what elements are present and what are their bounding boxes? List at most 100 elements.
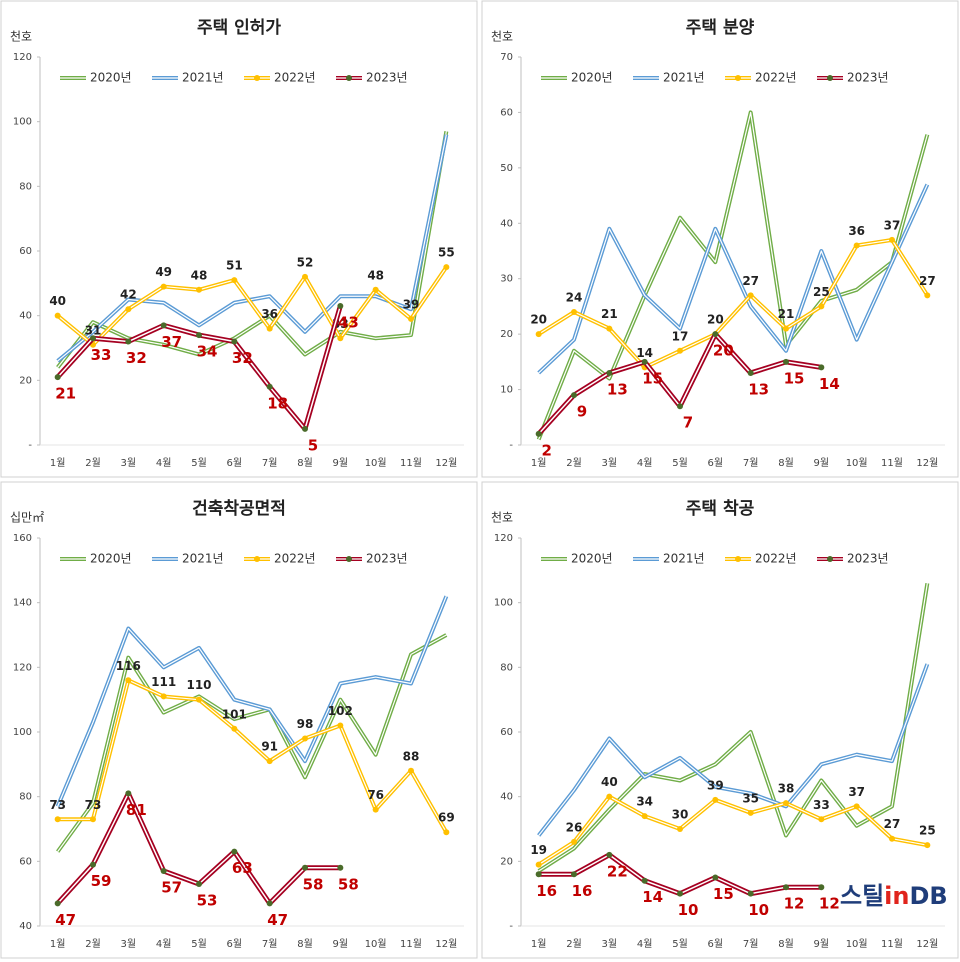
legend-label: 2023년: [847, 552, 889, 566]
data-point: [125, 306, 132, 313]
data-point: [606, 851, 613, 858]
x-tick-label: 7월: [262, 457, 278, 469]
data-point: [818, 364, 825, 371]
data-point: [160, 322, 167, 329]
y-tick-label: 20: [19, 375, 32, 386]
data-point: [125, 338, 132, 345]
legend-label: 2022년: [274, 552, 316, 566]
data-label: 24: [566, 290, 583, 304]
unit-label: 십만㎡: [10, 511, 44, 525]
data-point: [302, 735, 308, 742]
y-tick-label: 100: [13, 117, 32, 128]
data-label: 58: [303, 875, 324, 893]
data-point: [712, 874, 719, 881]
y-tick-label: 140: [13, 598, 32, 609]
y-tick-label: 60: [500, 727, 513, 738]
data-label: 13: [748, 380, 769, 398]
data-point: [160, 868, 167, 875]
data-label: 31: [85, 323, 102, 337]
legend-label: 2020년: [571, 71, 613, 85]
data-label: 49: [155, 265, 172, 279]
data-point: [302, 273, 308, 280]
legend-label: 2021년: [182, 552, 224, 566]
x-tick-label: 9월: [814, 938, 830, 950]
data-point: [606, 325, 613, 332]
data-label: 36: [261, 307, 278, 321]
y-tick-label: 100: [13, 727, 32, 738]
x-tick-label: 3월: [121, 938, 137, 950]
unit-label: 천호: [10, 29, 32, 44]
y-tick-label: 60: [500, 107, 513, 118]
legend-label: 2023년: [847, 71, 889, 85]
data-point: [535, 331, 542, 338]
data-label: 57: [161, 879, 182, 897]
x-tick-label: 1월: [531, 457, 547, 469]
data-label: 47: [267, 911, 288, 929]
y-tick-label: 60: [19, 246, 32, 257]
data-point: [818, 816, 825, 823]
data-label: 21: [55, 385, 76, 403]
data-point: [818, 303, 825, 310]
x-tick-label: 10월: [846, 457, 868, 469]
data-label: 39: [403, 297, 420, 311]
data-point: [266, 383, 273, 390]
legend-marker: [346, 75, 352, 81]
data-point: [90, 335, 96, 342]
watermark-part: 스틸: [840, 882, 884, 910]
data-label: 55: [438, 246, 455, 260]
data-label: 69: [438, 811, 455, 825]
data-point: [266, 325, 273, 332]
data-label: 26: [566, 820, 583, 834]
x-tick-label: 2월: [566, 457, 582, 469]
legend-marker: [827, 75, 833, 81]
data-point: [606, 793, 613, 800]
data-point: [231, 725, 238, 732]
series-line-inner: [57, 679, 447, 833]
x-tick-label: 3월: [121, 457, 137, 469]
x-tick-label: 5월: [672, 938, 688, 950]
data-label: 33: [813, 798, 830, 812]
data-label: 91: [261, 740, 278, 754]
x-tick-label: 3월: [602, 457, 618, 469]
y-tick-label: -: [509, 921, 513, 932]
data-label: 37: [884, 218, 901, 232]
y-tick-label: 160: [13, 533, 32, 544]
data-label: 36: [848, 224, 865, 238]
data-label: 32: [126, 349, 147, 367]
legend-marker: [346, 556, 352, 562]
data-label: 16: [536, 882, 557, 900]
x-tick-label: 6월: [227, 938, 243, 950]
data-point: [337, 335, 344, 342]
x-tick-label: 12월: [916, 457, 938, 469]
data-label: 38: [778, 782, 795, 796]
legend-marker: [735, 556, 741, 562]
data-label: 51: [226, 259, 243, 273]
data-point: [266, 758, 273, 765]
y-tick-label: -: [509, 440, 513, 451]
x-tick-label: 11월: [881, 457, 903, 469]
data-label: 39: [707, 778, 724, 792]
x-tick-label: 12월: [916, 938, 938, 950]
series-line-inner: [57, 266, 447, 346]
y-tick-label: 80: [19, 181, 32, 192]
x-tick-label: 4월: [156, 457, 172, 469]
y-tick-label: 30: [500, 274, 513, 285]
data-point: [266, 900, 273, 907]
data-label: 76: [367, 788, 384, 802]
data-point: [783, 800, 789, 807]
data-point: [747, 292, 754, 299]
data-point: [337, 722, 344, 729]
data-label: 35: [742, 791, 759, 805]
data-label: 48: [191, 268, 208, 282]
data-point: [783, 358, 789, 365]
data-label: 32: [232, 349, 253, 367]
data-point: [677, 347, 683, 354]
data-point: [443, 829, 450, 836]
chart-title: 주택 분양: [686, 18, 755, 38]
x-tick-label: 8월: [778, 938, 794, 950]
series-line-inner: [57, 134, 447, 362]
y-tick-label: 70: [500, 52, 513, 63]
legend-label: 2022년: [274, 71, 316, 85]
